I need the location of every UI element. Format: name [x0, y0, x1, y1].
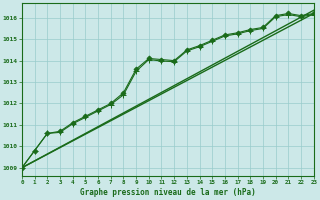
X-axis label: Graphe pression niveau de la mer (hPa): Graphe pression niveau de la mer (hPa) [80, 188, 256, 197]
